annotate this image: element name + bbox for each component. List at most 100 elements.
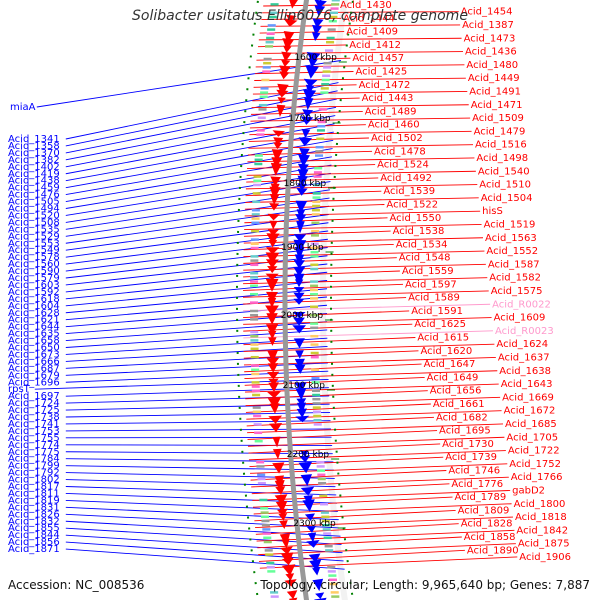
left-gene-label: Acid_1505 (8, 197, 60, 208)
reverse-strand-gene (299, 148, 310, 159)
right-gene-label: Acid_1479 (474, 126, 526, 137)
right-gene-connector (253, 496, 453, 508)
left-gene-label: Acid_1856 (8, 537, 60, 548)
left-gene-connector (65, 472, 335, 479)
right-gene-connector (254, 77, 466, 81)
right-gene-connector (245, 403, 431, 413)
right-gene-label: Acid_1504 (481, 193, 533, 204)
reverse-strand-gene (293, 338, 305, 349)
left-gene-label: Acid_1817 (8, 482, 60, 493)
topology-text: Topology: circular; Length: 9,965,640 bp… (260, 578, 590, 592)
forward-strand-gene (277, 83, 289, 97)
left-gene-label: Acid_1832 (8, 516, 60, 527)
right-gene-label: Acid_1705 (506, 432, 558, 443)
reverse-strand-gene (297, 402, 306, 415)
forward-strand-gene (271, 157, 283, 169)
right-gene-connector (251, 483, 450, 495)
right-gene-connector (250, 117, 471, 122)
reverse-strand-gene (295, 415, 310, 423)
right-gene-label: Acid_1809 (458, 505, 510, 516)
reverse-strand-gene (297, 175, 308, 187)
right-gene-label: Acid_1443 (362, 93, 414, 104)
right-gene-label: Acid_1615 (417, 333, 469, 344)
reverse-strand-gene (304, 97, 314, 111)
left-gene-label: Acid_1604 (8, 301, 60, 312)
right-gene-label: Acid_1524 (377, 160, 429, 171)
right-gene-label: Acid_1492 (380, 173, 432, 184)
left-gene-label: Acid_1603 (8, 280, 60, 291)
left-gene-label: Acid_1775 (8, 447, 60, 458)
right-gene-label: Acid_1625 (414, 319, 466, 330)
reverse-strand-gene (308, 58, 318, 68)
right-gene-label: Acid_1449 (468, 73, 520, 84)
left-gene-label: Acid_1658 (8, 336, 60, 347)
right-gene-label: Acid_1858 (464, 532, 516, 543)
left-gene-connector (65, 263, 328, 293)
left-gene-label: Acid_1494 (8, 204, 60, 215)
right-gene-connector (251, 104, 469, 109)
forward-strand-gene (267, 363, 279, 373)
right-gene-label: Acid_1471 (471, 100, 523, 111)
left-gene-label: Acid_1402 (8, 162, 60, 173)
right-gene-label: Acid_1516 (475, 140, 527, 151)
reverse-strand-gene (303, 78, 318, 88)
right-gene-label: Acid_1661 (433, 399, 485, 410)
right-gene-label: Acid_1597 (405, 279, 457, 290)
forward-strand-gene (269, 194, 280, 205)
forward-strand-gene (269, 423, 283, 433)
right-gene-label: Acid_1559 (402, 266, 454, 277)
reverse-strand-gene (297, 183, 308, 190)
forward-strand-gene (271, 149, 283, 162)
left-gene-connector (65, 271, 328, 300)
left-gene-connector (65, 205, 330, 244)
reverse-strand-gene (296, 188, 308, 196)
left-gene-connector (65, 486, 337, 496)
reverse-strand-gene (315, 592, 325, 599)
reverse-strand-gene (293, 234, 307, 242)
forward-strand-gene (279, 71, 290, 80)
right-gene-connector (247, 157, 475, 163)
right-gene-label: Acid_1473 (464, 33, 516, 44)
left-gene-label: Acid_1753 (8, 426, 60, 437)
left-gene-label: Acid_1741 (8, 419, 60, 430)
right-gene-label: hisS (482, 206, 503, 217)
left-gene-label: Acid_1644 (8, 322, 60, 333)
forward-strand-gene (266, 233, 280, 244)
left-gene-label: Acid_1358 (8, 141, 60, 152)
right-gene-label: gabD2 (512, 485, 545, 496)
left-gene-connector (65, 541, 344, 562)
forward-strand-gene (269, 220, 278, 230)
reverse-strand-gene (302, 109, 314, 118)
reverse-strand-gene (309, 559, 322, 572)
forward-strand-gene (275, 486, 286, 495)
left-gene-label: Acid_1725 (8, 405, 60, 416)
reverse-strand-gene (295, 388, 307, 401)
right-gene-connector (245, 184, 478, 190)
reverse-strand-gene (312, 18, 324, 28)
left-gene-label: Acid_1774 (8, 440, 60, 451)
right-gene-label: Acid_1624 (496, 339, 548, 350)
forward-strand-gene (282, 557, 294, 565)
forward-strand-gene (265, 252, 280, 264)
reverse-strand-gene (293, 287, 305, 294)
right-gene-label: Acid_1890 (467, 545, 519, 556)
right-gene-connector (243, 257, 397, 264)
left-gene-label: Acid_1618 (8, 294, 60, 305)
right-gene-connector (254, 509, 456, 522)
right-gene-connector (246, 170, 476, 176)
right-gene-label: Acid_1436 (465, 47, 517, 58)
right-gene-label: Acid_1548 (399, 253, 451, 264)
forward-strand-gene (267, 297, 277, 309)
reverse-strand-gene (300, 450, 309, 458)
reverse-strand-gene (294, 247, 305, 261)
forward-strand-gene (274, 480, 285, 493)
right-gene-label: Acid_1875 (518, 539, 570, 550)
forward-strand-gene (279, 65, 291, 77)
left-gene-connector (65, 465, 335, 471)
forward-strand-gene (284, 579, 297, 587)
forward-strand-gene (277, 97, 286, 104)
right-gene-connector (248, 144, 474, 149)
right-gene-label: Acid_R0022 (492, 299, 551, 310)
right-gene-label: Acid_1460 (368, 120, 420, 131)
